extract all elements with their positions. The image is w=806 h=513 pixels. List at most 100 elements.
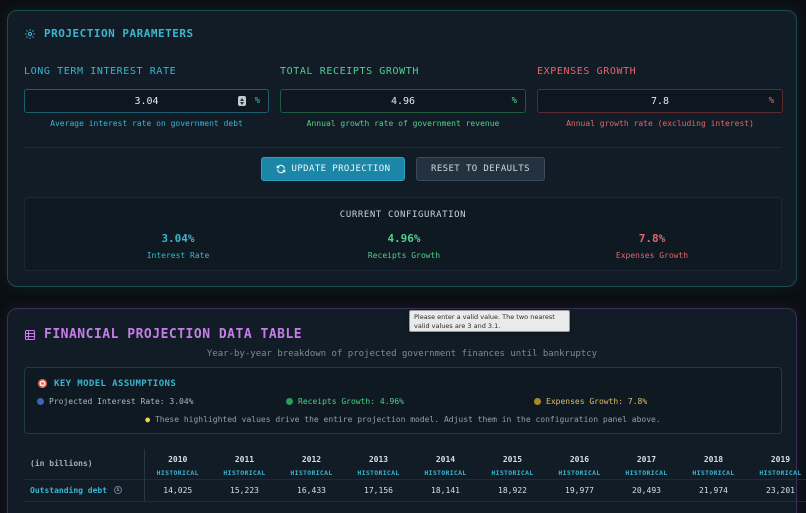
key-assumptions-box: KEY MODEL ASSUMPTIONS Projected Interest… [24,367,782,434]
column-header: 2014 HISTORICAL [412,449,479,479]
table-cell: 18,922 [479,478,546,502]
receipts-growth-input[interactable]: 4.96 % [280,89,526,113]
column-header: 2018 HISTORICAL [680,449,747,479]
table-header-row: (in billions) 2010 HISTORICAL 2011 HISTORI… [24,449,806,479]
row-label-outstanding-debt: Outstanding debt i [24,478,145,502]
column-tag: HISTORICAL [156,468,199,477]
column-tag: HISTORICAL [357,468,400,477]
column-year: 2011 [234,454,255,464]
units-label: (in billions) [24,449,145,479]
params-section-title: PROJECTION PARAMETERS [24,27,194,40]
column-tag: HISTORICAL [759,468,802,477]
table-cell: 18,141 [412,478,479,502]
assumptions-title-text: KEY MODEL ASSUMPTIONS [54,378,177,389]
green-dot-icon [286,398,293,405]
update-projection-label[interactable]: UPDATE PROJECTION [291,164,391,174]
table-title-text: FINANCIAL PROJECTION DATA TABLE [44,327,303,342]
table-cell: 15,223 [211,478,278,502]
column-header: 2017 HISTORICAL [613,449,680,479]
lightbulb-icon: ● [145,415,151,424]
config-expenses-growth-label: Expenses Growth [615,251,689,260]
table-row: Outstanding debt i 14,025 15,223 16,433 … [24,478,806,502]
interest-rate-input[interactable]: 3.04 % [24,89,269,113]
assumption-interest-text: Projected Interest Rate: 3.04% [49,397,194,406]
config-interest-rate-value: 3.04% [161,232,195,245]
reset-defaults-button[interactable]: RESET TO DEFAULTS [416,157,545,181]
validation-tooltip: Please enter a valid value. The two near… [409,310,570,332]
column-header: 2019 HISTORICAL [747,449,806,479]
expenses-growth-label: EXPENSES GROWTH [537,66,637,77]
config-title: CURRENT CONFIGURATION [339,210,467,220]
assumption-interest: Projected Interest Rate: 3.04% [37,397,194,406]
column-year: 2012 [301,454,322,464]
reset-defaults-label[interactable]: RESET TO DEFAULTS [431,164,530,174]
column-header: 2012 HISTORICAL [278,449,345,479]
receipts-growth-unit: % [511,96,517,106]
column-year: 2018 [703,454,724,464]
column-year: 2017 [636,454,657,464]
column-tag: HISTORICAL [692,468,735,477]
projection-data-table: (in billions) 2010 HISTORICAL 2011 HISTORI… [24,449,806,502]
receipts-growth-label: TOTAL RECEIPTS GROWTH [280,66,420,77]
interest-rate-unit: % [254,96,260,106]
config-receipts-growth: 4.96% Receipts Growth [304,232,504,260]
column-tag: HISTORICAL [223,468,266,477]
info-icon[interactable]: i [113,486,122,494]
blue-dot-icon [37,398,44,405]
config-expenses-growth-value: 7.8% [638,232,666,245]
current-configuration-box: CURRENT CONFIGURATION 3.04% Interest Rat… [24,197,782,271]
row-label-text: Outstanding debt [30,485,108,495]
config-receipts-growth-label: Receipts Growth [367,251,441,260]
column-header: 2011 HISTORICAL [211,449,278,479]
column-tag: HISTORICAL [424,468,467,477]
interest-rate-label: LONG TERM INTEREST RATE [24,66,177,77]
table-cell: 17,156 [345,478,412,502]
data-table-panel: FINANCIAL PROJECTION DATA TABLE Year-by-… [7,308,806,513]
interest-rate-hint: Average interest rate on government debt [50,119,243,128]
assumption-expenses: Expenses Growth: 7.8% [534,397,647,406]
column-header: 2010 HISTORICAL [144,449,211,479]
column-tag: HISTORICAL [558,468,601,477]
config-receipts-growth-value: 4.96% [387,232,421,245]
config-interest-rate: 3.04% Interest Rate [78,232,278,260]
table-cell: 14,025 [144,478,211,502]
table-cell: 20,493 [613,478,680,502]
assumption-expenses-text: Expenses Growth: 7.8% [546,397,648,406]
table-section-title: FINANCIAL PROJECTION DATA TABLE [24,327,302,342]
column-tag: HISTORICAL [491,468,534,477]
column-year: 2019 [770,454,791,464]
interest-rate-value[interactable]: 3.04 [134,95,159,107]
expenses-growth-unit: % [768,96,774,106]
number-spinner-icon[interactable] [238,96,246,106]
assumption-receipts-text: Receipts Growth: 4.96% [298,397,404,406]
update-projection-button[interactable]: UPDATE PROJECTION [261,157,405,181]
table-cell: 21,974 [680,478,747,502]
divider [24,147,782,148]
target-icon [37,378,48,389]
params-title-text: PROJECTION PARAMETERS [44,27,194,40]
column-header: 2015 HISTORICAL [479,449,546,479]
column-tag: HISTORICAL [290,468,333,477]
refresh-icon [276,164,285,174]
assumptions-note: ● These highlighted values drive the ent… [25,415,781,424]
config-expenses-growth: 7.8% Expenses Growth [552,232,752,260]
expenses-growth-hint: Annual growth rate (excluding interest) [566,119,754,128]
column-header: 2016 HISTORICAL [546,449,613,479]
assumptions-title: KEY MODEL ASSUMPTIONS [37,378,176,389]
column-year: 2016 [569,454,590,464]
table-icon [24,329,36,340]
gold-dot-icon [534,398,541,405]
table-cell: 19,977 [546,478,613,502]
receipts-growth-value[interactable]: 4.96 [390,95,416,107]
receipts-growth-hint: Annual growth rate of government revenue [306,119,500,128]
expenses-growth-input[interactable]: 7.8 % [537,89,783,113]
column-header: 2013 HISTORICAL [345,449,412,479]
table-cell: 23,201 [747,478,806,502]
column-year: 2014 [435,454,456,464]
projection-parameters-panel: PROJECTION PARAMETERS LONG TERM INTEREST… [7,10,797,287]
column-year: 2013 [368,454,389,464]
column-year: 2010 [168,454,188,464]
config-interest-rate-label: Interest Rate [146,251,210,260]
table-subtitle: Year-by-year breakdown of projected gove… [206,349,598,359]
expenses-growth-value[interactable]: 7.8 [650,95,670,107]
